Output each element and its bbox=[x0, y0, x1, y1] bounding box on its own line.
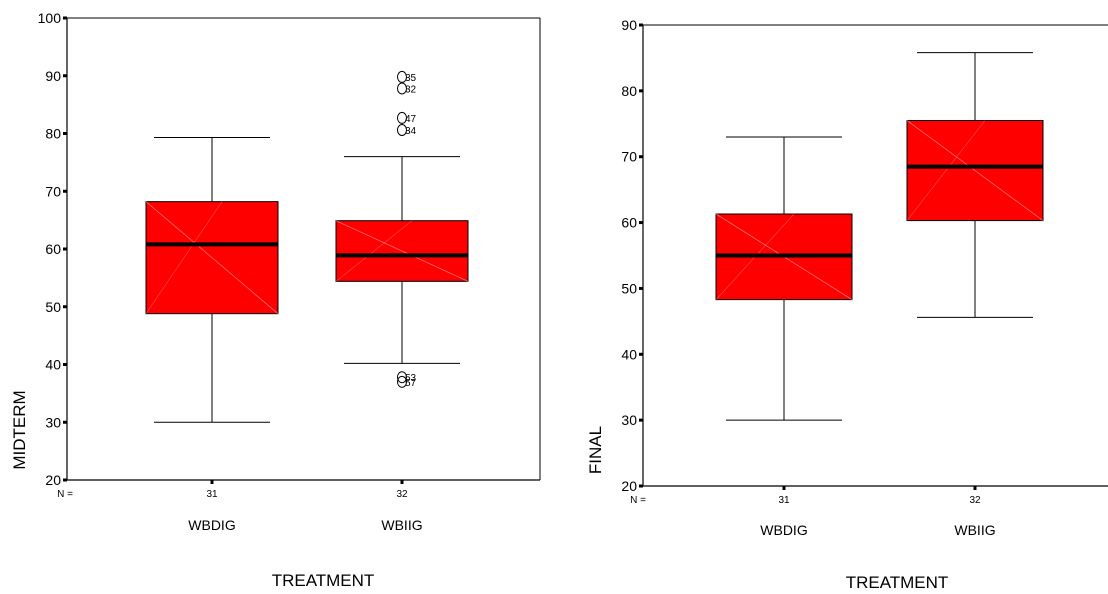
outlier-label: 32 bbox=[405, 84, 417, 95]
y-axis-title: FINAL bbox=[586, 426, 605, 474]
n-count-label: 31 bbox=[778, 495, 790, 506]
box-sheen bbox=[145, 201, 279, 314]
box-sheen bbox=[335, 220, 469, 282]
n-prefix-label: N = bbox=[57, 489, 73, 500]
outlier-point bbox=[397, 124, 407, 137]
y-tick-label: 50 bbox=[45, 299, 61, 315]
y-tick-label: 20 bbox=[45, 472, 61, 488]
y-tick-mark bbox=[63, 247, 67, 251]
y-tick-mark bbox=[639, 286, 643, 290]
y-tick-mark bbox=[63, 363, 67, 366]
x-axis-title: TREATMENT bbox=[272, 571, 375, 590]
y-tick-mark bbox=[639, 484, 643, 488]
y-tick-mark bbox=[639, 418, 643, 422]
y-tick-label: 80 bbox=[621, 83, 637, 99]
x-tick-mark bbox=[782, 486, 786, 490]
y-tick-mark bbox=[639, 155, 643, 159]
outlier-point bbox=[397, 111, 407, 124]
y-tick-mark bbox=[63, 16, 67, 20]
y-tick-label: 80 bbox=[45, 126, 61, 142]
y-tick-label: 60 bbox=[621, 215, 637, 231]
box-sheen bbox=[145, 201, 223, 314]
outlier-point bbox=[397, 70, 407, 83]
box-sheen bbox=[906, 120, 1044, 221]
outlier-label: 53 bbox=[405, 373, 417, 384]
outlier-label: 57 bbox=[405, 378, 417, 389]
y-tick-label: 40 bbox=[621, 346, 637, 362]
box-sheen bbox=[335, 220, 413, 282]
y-tick-label: 90 bbox=[621, 17, 637, 33]
y-tick-label: 50 bbox=[621, 280, 637, 296]
category-label: WBIIG bbox=[381, 517, 422, 533]
outlier-label: 35 bbox=[405, 73, 417, 84]
y-tick-label: 30 bbox=[45, 414, 61, 430]
y-tick-mark bbox=[639, 89, 643, 93]
y-tick-mark bbox=[639, 23, 643, 27]
y-tick-label: 100 bbox=[38, 10, 62, 26]
outlier-point bbox=[397, 82, 407, 95]
category-label: WBDIG bbox=[760, 522, 807, 538]
y-tick-label: 90 bbox=[45, 68, 61, 84]
x-tick-mark bbox=[973, 486, 977, 490]
outlier-point bbox=[397, 371, 407, 384]
y-tick-mark bbox=[63, 305, 67, 309]
n-count-label: 32 bbox=[396, 489, 408, 500]
y-tick-mark bbox=[639, 221, 643, 225]
y-tick-mark bbox=[63, 189, 67, 193]
x-tick-mark bbox=[400, 480, 404, 484]
category-label: WBDIG bbox=[188, 517, 235, 533]
outlier-point bbox=[397, 375, 407, 388]
outlier-label: 47 bbox=[405, 114, 417, 125]
y-tick-mark bbox=[63, 420, 67, 424]
y-tick-mark bbox=[63, 132, 67, 135]
x-tick-mark bbox=[210, 480, 214, 484]
y-tick-label: 20 bbox=[621, 478, 637, 494]
box-sheen bbox=[906, 120, 986, 221]
y-tick-label: 60 bbox=[45, 241, 61, 257]
category-label: WBIIG bbox=[954, 522, 995, 538]
y-tick-label: 70 bbox=[621, 149, 637, 165]
y-tick-mark bbox=[639, 352, 643, 356]
n-count-label: 32 bbox=[969, 495, 981, 506]
y-tick-label: 70 bbox=[45, 183, 61, 199]
n-count-label: 31 bbox=[206, 489, 218, 500]
x-axis-title: TREATMENT bbox=[846, 573, 949, 592]
y-tick-mark bbox=[63, 74, 67, 78]
y-tick-mark bbox=[63, 478, 67, 482]
y-axis-title: MIDTERM bbox=[10, 390, 29, 469]
n-prefix-label: N = bbox=[630, 495, 646, 506]
outlier-label: 34 bbox=[405, 126, 417, 137]
y-tick-label: 40 bbox=[45, 357, 61, 373]
y-tick-label: 30 bbox=[621, 412, 637, 428]
